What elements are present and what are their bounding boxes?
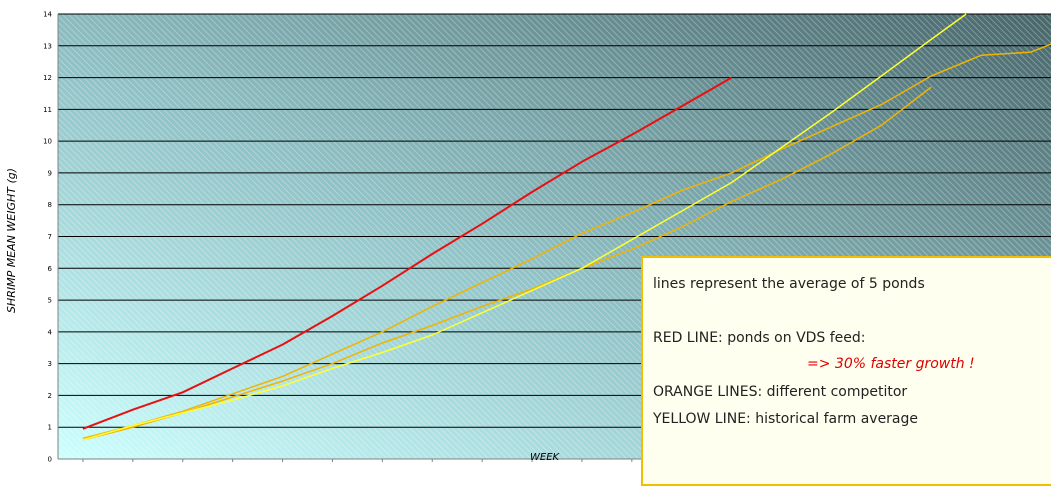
y-tick-label: 9	[48, 169, 52, 177]
series-line-3	[82, 86, 932, 441]
legend-box: lines represent the average of 5 ponds R…	[641, 256, 1051, 486]
y-tick-label: 12	[43, 74, 52, 82]
y-tick-label: 3	[48, 360, 52, 368]
chart-area: 012345678910111213140123456789101112	[43, 11, 1051, 466]
y-tick-label: 2	[48, 392, 52, 400]
series-line-1	[82, 76, 733, 430]
y-tick-label: 5	[48, 297, 52, 305]
legend-yellow-line: YELLOW LINE: historical farm average	[653, 411, 919, 427]
x-axis-label: WEEK	[530, 452, 560, 463]
y-tick-label: 11	[43, 106, 52, 114]
y-tick-label: 10	[43, 138, 52, 146]
series-line-4	[82, 13, 967, 441]
y-tick-label: 7	[48, 233, 52, 241]
y-tick-label: 13	[43, 42, 52, 50]
y-tick-label: 0	[48, 456, 52, 464]
y-tick-label: 4	[48, 328, 53, 336]
y-tick-label: 1	[48, 424, 52, 432]
legend-red-line: RED LINE: ponds on VDS feed:	[653, 330, 866, 346]
y-tick-label: 14	[43, 11, 52, 19]
y-axis-label: SHRIMP MEAN WEIGHT (g)	[2, 120, 22, 360]
series-line-2	[82, 43, 1051, 440]
legend-orange-lines: ORANGE LINES: different competitor	[653, 384, 908, 400]
y-tick-label: 8	[48, 201, 52, 209]
legend-note: lines represent the average of 5 ponds	[653, 276, 925, 292]
y-axis-label-text: SHRIMP MEAN WEIGHT (g)	[5, 167, 19, 313]
y-tick-label: 6	[48, 265, 53, 273]
legend-red-highlight: => 30% faster growth !	[807, 356, 975, 372]
